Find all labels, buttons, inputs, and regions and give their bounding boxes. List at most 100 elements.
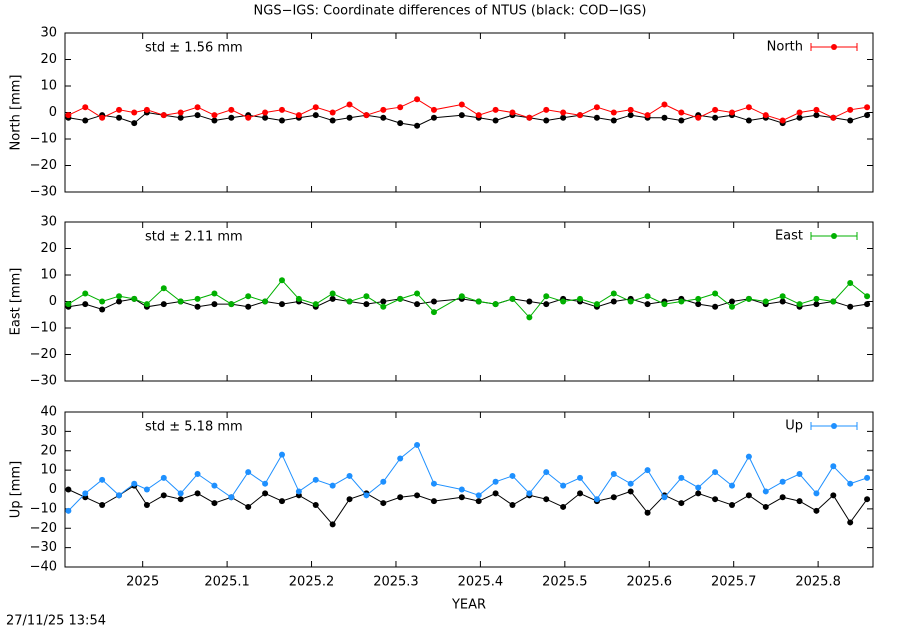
data-point [492, 106, 499, 113]
x-axis-label: YEAR [451, 598, 486, 613]
data-point [82, 117, 89, 124]
y-tick-label: −10 [30, 321, 57, 336]
data-point [593, 301, 600, 308]
data-point [228, 494, 235, 501]
data-point [397, 455, 404, 462]
data-point [729, 482, 736, 489]
annotation: std ± 2.11 mm [145, 230, 243, 245]
data-point [712, 290, 719, 297]
data-point [397, 120, 404, 127]
data-point [116, 106, 123, 113]
data-point [228, 106, 235, 113]
data-point [813, 112, 820, 119]
data-point [796, 498, 803, 505]
data-point [492, 117, 499, 124]
data-point [678, 109, 685, 116]
data-point [610, 494, 617, 501]
data-point [627, 298, 634, 305]
data-point [864, 293, 871, 300]
plot-frame [64, 221, 874, 382]
data-point [99, 298, 106, 305]
data-point [194, 303, 201, 310]
data-point [65, 301, 72, 308]
data-point [262, 109, 269, 116]
data-point [312, 112, 319, 119]
data-point [82, 104, 89, 111]
data-point [329, 521, 336, 528]
data-point [414, 96, 421, 103]
data-point [695, 301, 702, 308]
data-point [143, 502, 150, 508]
data-point [695, 295, 702, 302]
data-point [177, 298, 184, 305]
data-point [830, 114, 837, 121]
data-point [475, 498, 482, 505]
data-point [627, 480, 634, 487]
data-point [864, 496, 871, 503]
data-point [729, 303, 736, 310]
data-point [847, 279, 854, 286]
y-tick-label: 10 [40, 268, 57, 283]
data-point [678, 474, 685, 481]
data-point [627, 488, 634, 495]
y-tick-label: −20 [30, 521, 57, 536]
data-point [745, 104, 752, 111]
data-point [745, 295, 752, 302]
data-point [509, 502, 516, 508]
data-point [262, 298, 269, 305]
data-point [380, 114, 387, 121]
data-point [228, 301, 235, 308]
data-point [593, 104, 600, 111]
data-point [830, 492, 837, 499]
data-point [560, 298, 567, 305]
data-point [560, 114, 567, 121]
series-line [68, 444, 868, 512]
y-tick-label: 30 [40, 424, 57, 439]
data-point [661, 114, 668, 121]
data-point [475, 492, 482, 499]
plot-frame [64, 32, 874, 193]
y-tick-label: −10 [30, 132, 57, 147]
data-point [131, 480, 138, 487]
data-point [414, 492, 421, 499]
y-tick-label: 10 [40, 463, 57, 478]
data-point [644, 467, 651, 474]
data-point [458, 486, 465, 493]
data-point [610, 298, 617, 305]
data-point [430, 498, 437, 505]
data-point [143, 301, 150, 308]
data-point [577, 112, 584, 119]
data-point [695, 484, 702, 491]
data-point [577, 490, 584, 497]
data-point [160, 285, 167, 292]
data-point [397, 295, 404, 302]
annotation: std ± 1.56 mm [145, 41, 243, 56]
data-point [644, 293, 651, 300]
annotation: std ± 5.18 mm [145, 420, 243, 435]
data-point [543, 469, 550, 476]
timestamp: 27/11/25 13:54 [6, 614, 106, 629]
y-tick-label: 0 [49, 482, 57, 497]
data-point [131, 120, 138, 127]
data-point [363, 492, 370, 499]
data-point [329, 117, 336, 124]
data-point [560, 109, 567, 116]
data-point [262, 480, 269, 487]
data-point [678, 117, 685, 124]
y-tick-label: −30 [30, 540, 57, 555]
data-point [82, 301, 89, 308]
data-point [363, 301, 370, 308]
data-point [414, 290, 421, 297]
data-point [526, 298, 533, 305]
data-point [745, 492, 752, 499]
data-point [414, 301, 421, 308]
data-point [194, 104, 201, 111]
data-point [796, 109, 803, 116]
data-point [610, 117, 617, 124]
data-point [65, 507, 72, 514]
data-point [712, 106, 719, 113]
data-point [295, 488, 302, 495]
data-point [847, 303, 854, 310]
y-tick-label: −30 [30, 374, 57, 389]
